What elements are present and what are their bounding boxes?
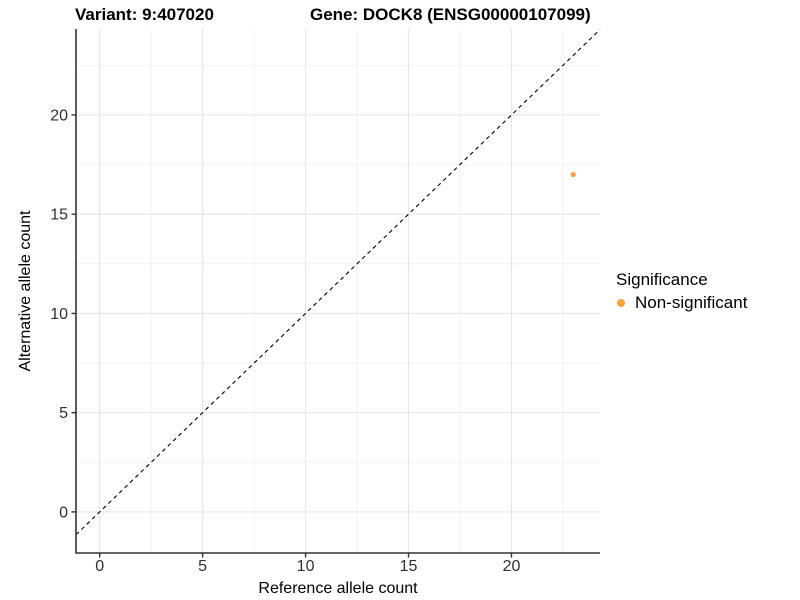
y-tick-label: 0 xyxy=(59,504,68,521)
plot-title-gene: Gene: DOCK8 (ENSG00000107099) xyxy=(310,5,591,24)
x-tick-label: 5 xyxy=(198,558,207,575)
x-axis-title: Reference allele count xyxy=(258,580,418,597)
y-axis-title: Alternative allele count xyxy=(17,210,34,372)
x-tick-label: 10 xyxy=(297,558,315,575)
legend-point-icon xyxy=(617,299,625,307)
y-tick-label: 20 xyxy=(50,107,68,124)
y-tick-label: 10 xyxy=(50,306,68,323)
identity-line xyxy=(75,29,601,536)
legend: Significance Non-significant xyxy=(616,270,747,313)
legend-item-label: Non-significant xyxy=(635,293,748,312)
y-tick-label: 5 xyxy=(59,405,68,422)
y-tick-label: 15 xyxy=(50,207,68,224)
plot-title-variant: Variant: 9:407020 xyxy=(75,5,214,24)
x-tick-label: 0 xyxy=(95,558,104,575)
x-tick-label: 15 xyxy=(400,558,418,575)
data-point xyxy=(570,171,576,178)
legend-title: Significance xyxy=(616,270,708,289)
axis-lines xyxy=(75,29,600,554)
legend-item-non-significant: Non-significant xyxy=(616,293,747,313)
x-tick-label: 20 xyxy=(503,558,521,575)
